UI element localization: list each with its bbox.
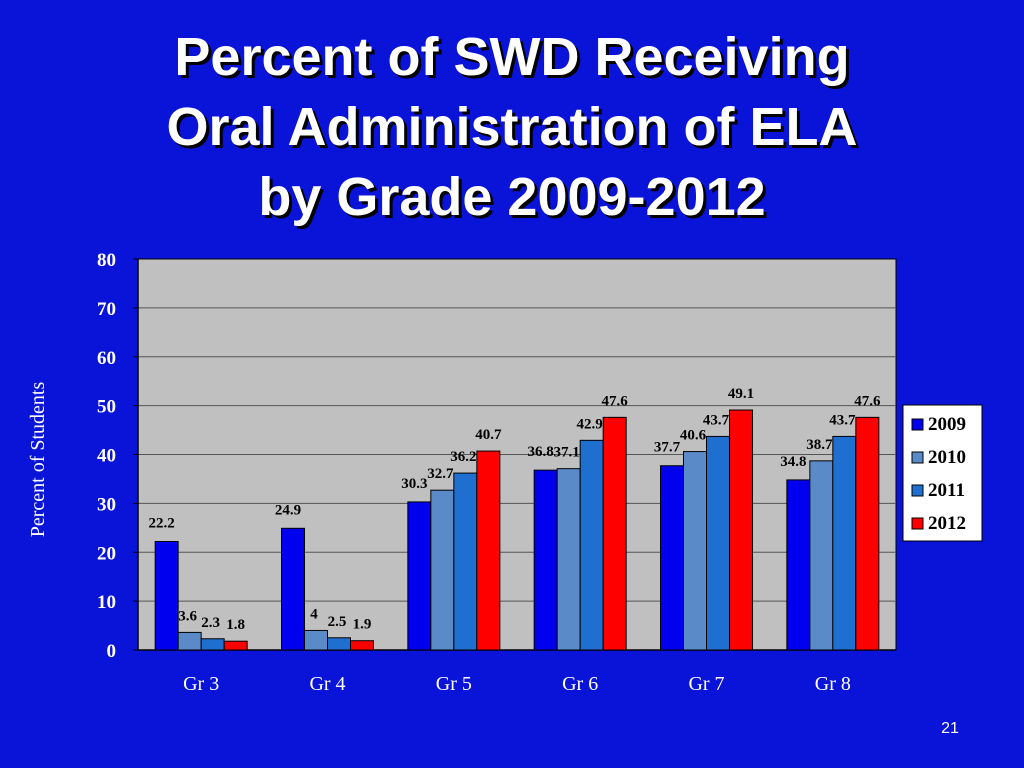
legend-entry: 2012 xyxy=(928,513,966,534)
data-label: 2.5 xyxy=(328,614,347,630)
bar-2009-gr3 xyxy=(154,540,179,651)
bar-2012-gr4 xyxy=(350,640,374,651)
legend-entry: 2009 xyxy=(928,414,966,435)
legend-swatch xyxy=(911,484,924,497)
bar-2011-gr5 xyxy=(453,472,478,651)
data-label: 34.8 xyxy=(780,454,806,470)
bar-2009-gr8 xyxy=(786,479,811,651)
x-tick-label: Gr 8 xyxy=(815,673,851,695)
slide-title: Percent of SWD Receiving Oral Administra… xyxy=(0,22,1024,232)
bar-2010-gr6 xyxy=(556,468,581,651)
bar-2012-gr3 xyxy=(223,640,248,651)
data-label: 1.8 xyxy=(226,617,245,633)
data-label: 1.9 xyxy=(353,617,372,633)
data-label: 30.3 xyxy=(401,476,427,492)
bar-2010-gr8 xyxy=(809,460,834,651)
data-label: 38.7 xyxy=(806,437,833,453)
y-axis-label: Percent of Students xyxy=(27,382,49,538)
x-tick-label: Gr 4 xyxy=(309,673,345,695)
x-tick-label: Gr 6 xyxy=(562,673,598,695)
data-label: 24.9 xyxy=(275,502,301,518)
legend-swatch xyxy=(911,451,924,464)
bar-2009-gr5 xyxy=(407,501,432,651)
data-label: 40.6 xyxy=(680,428,707,444)
legend-entry: 2010 xyxy=(928,447,966,468)
x-tick-label: Gr 7 xyxy=(688,673,724,695)
data-label: 36.8 xyxy=(528,444,554,460)
data-label: 36.2 xyxy=(450,449,476,465)
data-label: 32.7 xyxy=(427,466,454,482)
data-label: 22.2 xyxy=(149,515,175,531)
data-label: 37.1 xyxy=(554,445,580,461)
data-label: 4 xyxy=(310,606,318,622)
bar-2010-gr7 xyxy=(683,451,707,651)
data-label: 2.3 xyxy=(201,615,220,631)
data-label: 37.7 xyxy=(654,440,681,456)
bar-2011-gr4 xyxy=(327,637,351,651)
x-tick-label: Gr 3 xyxy=(183,673,219,695)
bar-2012-gr8 xyxy=(855,416,880,651)
data-label: 49.1 xyxy=(728,386,754,402)
bar-2012-gr6 xyxy=(602,416,627,651)
bar-2011-gr3 xyxy=(200,638,225,651)
data-label: 40.7 xyxy=(475,427,502,443)
y-tick-label: 0 xyxy=(107,641,117,662)
title-line-1: Percent of SWD Receiving xyxy=(174,27,850,87)
bar-2010-gr4 xyxy=(304,629,328,651)
slide-number: 21 xyxy=(941,720,959,737)
legend-swatch xyxy=(911,418,924,431)
bar-2009-gr4 xyxy=(281,527,305,651)
bar-2009-gr7 xyxy=(660,465,684,651)
legend-entry: 2011 xyxy=(928,480,965,501)
y-tick-label: 30 xyxy=(97,494,116,515)
legend-swatch xyxy=(911,517,924,530)
y-tick-label: 40 xyxy=(97,446,116,467)
data-label: 42.9 xyxy=(577,416,603,432)
y-tick-label: 60 xyxy=(97,348,116,369)
bar-2011-gr7 xyxy=(706,435,730,651)
y-tick-label: 10 xyxy=(97,592,116,613)
data-label: 47.6 xyxy=(602,393,629,409)
bar-2012-gr7 xyxy=(729,409,753,651)
x-tick-label: Gr 5 xyxy=(436,673,472,695)
y-tick-label: 50 xyxy=(97,397,116,418)
data-label: 43.7 xyxy=(703,412,730,428)
y-tick-label: 70 xyxy=(97,299,116,320)
bar-2010-gr3 xyxy=(177,631,202,651)
y-tick-label: 80 xyxy=(97,250,116,271)
y-tick-label: 20 xyxy=(97,543,116,564)
bar-2010-gr5 xyxy=(430,489,455,651)
bar-2009-gr6 xyxy=(533,469,558,651)
data-label: 43.7 xyxy=(829,412,856,428)
bar-2011-gr6 xyxy=(579,439,604,651)
title-line-2: Oral Administration of ELA xyxy=(166,97,858,157)
data-label: 3.6 xyxy=(178,608,197,624)
title-line-3: by Grade 2009-2012 xyxy=(258,167,766,227)
bar-2011-gr8 xyxy=(832,435,857,651)
data-label: 47.6 xyxy=(854,393,881,409)
bar-2012-gr5 xyxy=(476,450,501,651)
